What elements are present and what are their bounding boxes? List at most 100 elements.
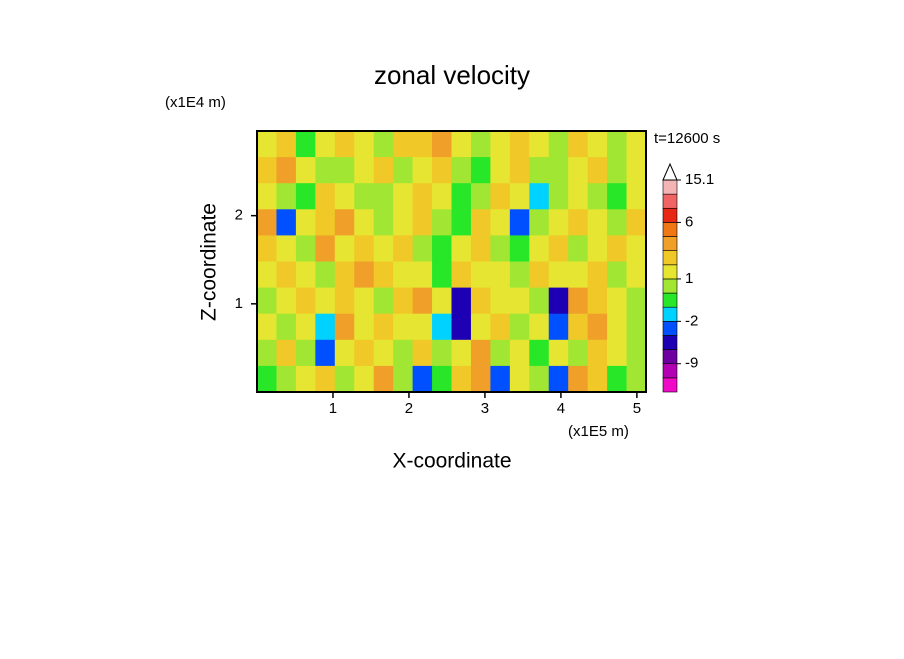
contour-cell [373,157,394,184]
contour-cell [626,157,647,184]
contour-cell [373,235,394,262]
contour-cell [587,365,608,393]
contour-cell [432,339,452,367]
contour-cell [451,235,472,262]
contour-cell [568,365,589,393]
contour-cell [354,287,375,315]
y-tick-label: 2 [235,207,243,224]
contour-cell [432,183,452,210]
contour-cell [568,261,589,289]
contour-cell [315,261,336,289]
contour-cell [315,157,336,184]
contour-cell [315,365,336,393]
contour-cell [548,209,569,236]
contour-cell [451,209,472,236]
x-tick-label: 1 [329,400,337,417]
contour-cell [334,235,355,262]
annotation: t=12600 s [654,130,720,147]
contour-cell [393,313,414,341]
contour-cell [509,131,530,158]
contour-cell [373,209,394,236]
contour-cell [587,209,608,236]
contour-cell [412,261,433,289]
contour-cell [607,209,628,236]
contour-cell [568,131,589,158]
contour-cell [315,287,336,315]
contour-cell [607,183,628,210]
contour-cell [490,287,511,315]
contour-cell [295,261,316,289]
contour-cell [626,339,647,367]
contour-cell [470,261,491,289]
contour-cell [607,261,628,289]
contour-cell [587,131,608,158]
contour-cell [276,209,297,236]
contour-cell [412,287,433,315]
colorbar-segment [662,207,678,223]
contour-cell [373,339,394,367]
contour-cell [451,313,472,341]
contour-cell [451,261,472,289]
contour-cell [451,339,472,367]
contour-cell [432,365,452,393]
contour-cell [315,235,336,262]
y-axis-label: Z-coordinate [198,203,221,321]
contour-cell [334,183,355,210]
contour-cell [315,313,336,341]
contour-cell [432,261,452,289]
colorbar-tick-label: 1 [685,270,693,287]
contour-cell [490,261,511,289]
contour-cell [257,287,277,315]
colorbar-arrow [662,162,678,181]
contour-cell [373,313,394,341]
contour-cell [432,235,452,262]
y-unit: (x1E4 m) [165,94,226,111]
contour-cell [373,365,394,393]
contour-cell [295,131,316,158]
contour-cell [334,313,355,341]
contour-cell [354,365,375,393]
contour-cell [626,365,647,393]
colorbar-segment [662,321,678,336]
contour-cell [373,183,394,210]
contour-cell [548,339,569,367]
contour-cell [587,157,608,184]
contour-cell [470,313,491,341]
contour-cell [451,365,472,393]
colorbar-segment [662,250,678,266]
contour-cell [257,183,277,210]
contour-cell [490,235,511,262]
contour-cell [295,235,316,262]
contour-cell [490,183,511,210]
colorbar-segment [662,363,678,379]
contour-cell [509,339,530,367]
contour-cell [490,209,511,236]
contour-cell [470,339,491,367]
contour-cell [315,209,336,236]
contour-cell [393,287,414,315]
contour-cell [626,209,647,236]
contour-cell [276,287,297,315]
contour-cell [568,235,589,262]
contour-cell [373,287,394,315]
contour-cell [529,313,550,341]
contour-cell [529,157,550,184]
contour-cell [334,339,355,367]
contour-cell [432,209,452,236]
colorbar-segment [662,306,678,322]
contour-cell [548,365,569,393]
contour-cell [607,235,628,262]
contour-cell [490,131,511,158]
contour-cell [568,183,589,210]
contour-cell [529,339,550,367]
contour-cell [470,235,491,262]
contour-cell [607,339,628,367]
contour-cell [393,183,414,210]
contour-cell [412,209,433,236]
contour-cell [393,235,414,262]
contour-cell [529,365,550,393]
contour-cell [354,261,375,289]
contour-cell [276,183,297,210]
contour-cell [393,209,414,236]
contour-cell [432,287,452,315]
